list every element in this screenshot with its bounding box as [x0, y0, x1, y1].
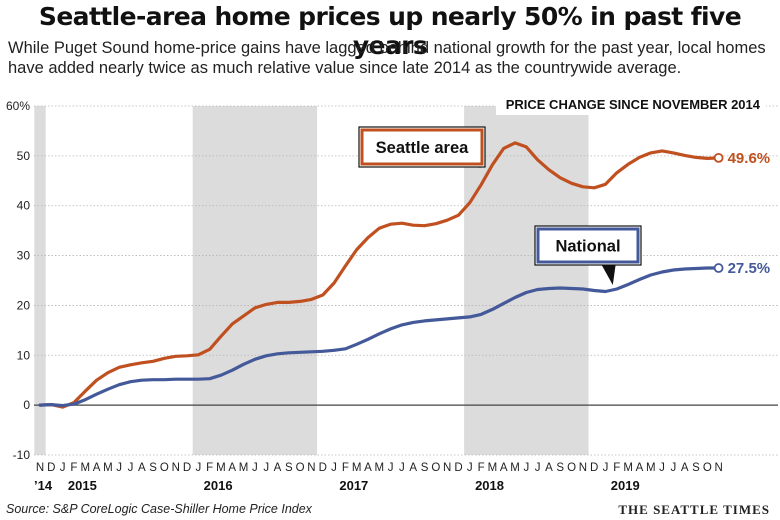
x-month-label: N	[36, 462, 44, 474]
x-month-label: D	[590, 462, 598, 474]
x-month-label: J	[195, 462, 201, 474]
x-month-label: S	[285, 462, 293, 474]
x-month-label: J	[263, 462, 269, 474]
x-month-label: A	[681, 462, 689, 474]
x-month-label: S	[692, 462, 700, 474]
x-month-label: M	[510, 462, 520, 474]
chart-subtitle: While Puget Sound home-price gains have …	[8, 39, 766, 77]
x-month-label: M	[375, 462, 385, 474]
x-month-label: O	[431, 462, 440, 474]
x-month-label: D	[319, 462, 327, 474]
x-year-label: 2015	[68, 478, 97, 493]
x-month-label: D	[183, 462, 191, 474]
x-month-label: D	[47, 462, 55, 474]
x-month-label: J	[670, 462, 676, 474]
x-month-label: O	[296, 462, 305, 474]
x-month-label: M	[80, 462, 90, 474]
x-month-label: A	[545, 462, 553, 474]
series-end-marker	[713, 263, 724, 273]
series-callout-label: National	[555, 238, 620, 256]
x-month-label: J	[659, 462, 665, 474]
x-month-label: A	[636, 462, 644, 474]
x-month-label: M	[352, 462, 362, 474]
x-month-label: A	[409, 462, 417, 474]
x-month-label: M	[623, 462, 633, 474]
shaded-year-band	[192, 106, 318, 455]
x-month-label: J	[467, 462, 473, 474]
x-month-label: J	[128, 462, 134, 474]
x-month-label: M	[216, 462, 226, 474]
x-month-label: A	[274, 462, 282, 474]
credit-label: THE SEATTLE TIMES	[618, 502, 770, 517]
x-month-label: S	[421, 462, 429, 474]
x-month-label: M	[488, 462, 498, 474]
y-tick-label: -10	[13, 448, 31, 462]
x-month-label: J	[252, 462, 258, 474]
x-month-label: F	[613, 462, 620, 474]
chart-heading: PRICE CHANGE SINCE NOVEMBER 2014	[506, 97, 761, 112]
x-month-label: F	[206, 462, 213, 474]
x-month-label: A	[228, 462, 236, 474]
x-month-label: A	[93, 462, 101, 474]
x-month-label: F	[478, 462, 485, 474]
x-month-label: O	[703, 462, 712, 474]
series-end-label: 49.6%	[728, 150, 771, 167]
x-month-label: N	[443, 462, 451, 474]
x-month-label: J	[388, 462, 394, 474]
x-year-label: ’14	[34, 478, 53, 493]
y-tick-label: 20	[17, 298, 31, 312]
x-month-label: S	[149, 462, 157, 474]
x-month-label: O	[160, 462, 169, 474]
seattle-series-line	[38, 141, 721, 409]
x-year-label: 2017	[339, 478, 368, 493]
x-year-label: 2018	[475, 478, 504, 493]
y-tick-label: 10	[17, 348, 31, 362]
chart-title: Seattle-area home prices up nearly 50% i…	[38, 2, 742, 60]
x-month-label: A	[500, 462, 508, 474]
chart-heading-bg	[496, 93, 766, 115]
x-month-label: M	[646, 462, 656, 474]
series-end-marker	[713, 152, 724, 163]
x-month-label: J	[523, 462, 529, 474]
x-month-label: F	[70, 462, 77, 474]
y-tick-label: 30	[17, 249, 31, 263]
y-tick-label: 0	[23, 398, 30, 412]
shaded-year-band	[34, 106, 46, 455]
y-tick-label: 40	[17, 199, 31, 213]
x-month-label: M	[103, 462, 113, 474]
x-month-label: S	[556, 462, 564, 474]
x-month-label: N	[714, 462, 722, 474]
x-month-label: O	[567, 462, 576, 474]
x-month-label: N	[307, 462, 315, 474]
x-month-label: J	[603, 462, 609, 474]
national-series-line	[38, 266, 721, 408]
x-month-label: J	[60, 462, 66, 474]
y-tick-label: 50	[17, 149, 31, 163]
callout-box	[536, 227, 640, 264]
x-month-label: N	[579, 462, 587, 474]
series-end-label: 27.5%	[728, 260, 771, 277]
x-month-label: N	[172, 462, 180, 474]
x-month-label: A	[364, 462, 372, 474]
x-year-label: 2019	[611, 478, 640, 493]
x-month-label: J	[331, 462, 337, 474]
x-month-label: J	[116, 462, 122, 474]
x-month-label: M	[239, 462, 249, 474]
x-month-label: D	[454, 462, 462, 474]
x-month-label: J	[535, 462, 541, 474]
x-month-label: F	[342, 462, 349, 474]
series-callout-label: Seattle area	[376, 139, 469, 157]
source-note: Source: S&P CoreLogic Case-Shiller Home …	[6, 502, 312, 516]
x-month-label: J	[399, 462, 405, 474]
callout-box	[360, 128, 484, 166]
callout-pointer	[600, 262, 616, 285]
x-year-label: 2016	[204, 478, 233, 493]
y-tick-label: 60%	[6, 99, 30, 113]
x-month-label: A	[138, 462, 146, 474]
